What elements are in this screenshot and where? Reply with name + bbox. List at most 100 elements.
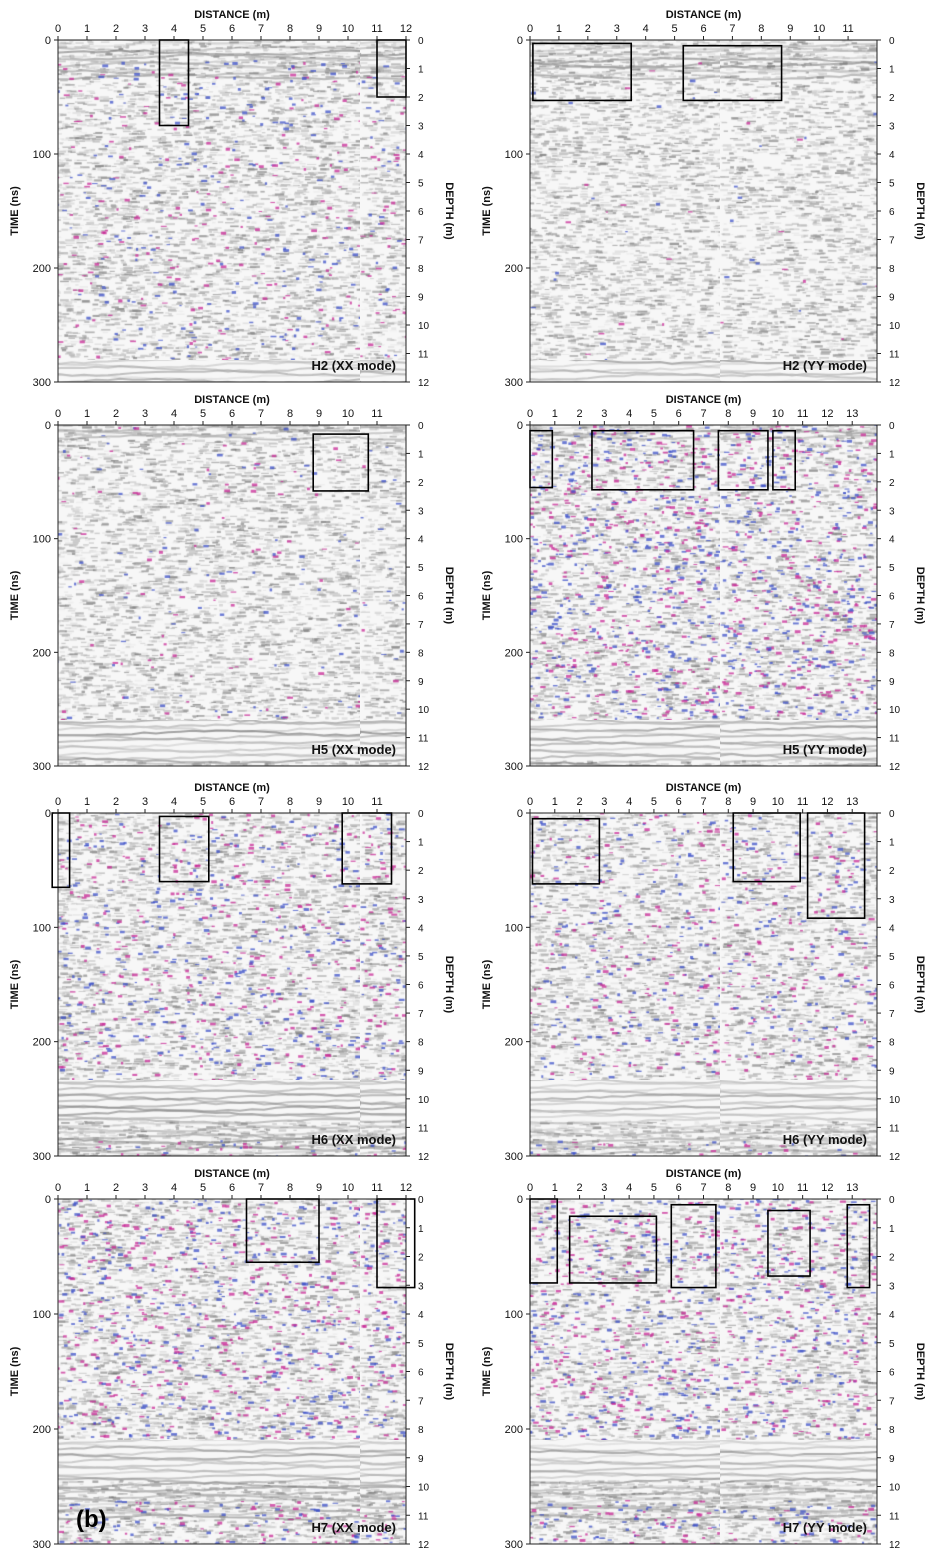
- x-tick-label: 4: [626, 408, 632, 420]
- y-tick-label: 100: [505, 149, 523, 161]
- depth-tick-label: 2: [418, 1253, 424, 1264]
- y-axis-label: TIME (ns): [9, 959, 21, 1009]
- radargram-image: [530, 813, 877, 1156]
- depth-tick-label: 6: [418, 207, 424, 218]
- x-tick-label: 5: [200, 408, 206, 420]
- depth-tick-label: 8: [418, 264, 424, 275]
- depth-tick-label: 6: [889, 207, 895, 218]
- depth-tick-label: 1: [418, 1224, 424, 1235]
- depth-tick-label: 0: [418, 809, 424, 820]
- depth-tick-label: 8: [418, 648, 424, 659]
- anomaly-box: [591, 429, 695, 491]
- x-tick-label: 13: [846, 796, 858, 808]
- x-tick-label: 10: [772, 408, 784, 420]
- x-tick-label: 3: [142, 408, 148, 420]
- y-tick-label: 300: [33, 1539, 51, 1548]
- anomaly-box: [568, 1215, 658, 1284]
- depth-tick-label: 12: [889, 378, 901, 389]
- depth-tick-label: 8: [418, 1425, 424, 1436]
- x-tick-label: 7: [258, 23, 264, 35]
- x-tick-label: 0: [527, 1182, 533, 1194]
- depth-tick-label: 0: [418, 1195, 424, 1206]
- depth-tick-label: 6: [889, 592, 895, 603]
- panel-title: H5 (XX mode): [311, 742, 396, 757]
- y-tick-label: 0: [517, 808, 523, 820]
- y-tick-label: 300: [505, 1539, 523, 1548]
- y-tick-label: 200: [505, 1424, 523, 1436]
- x-tick-label: 2: [577, 796, 583, 808]
- anomaly-box: [158, 815, 210, 883]
- anomaly-box: [51, 812, 71, 889]
- y-axis-label: TIME (ns): [481, 186, 493, 236]
- depth-tick-label: 6: [889, 1368, 895, 1379]
- x-tick-label: 1: [84, 408, 90, 420]
- x-tick-label: 7: [258, 796, 264, 808]
- panel-title: H2 (XX mode): [311, 358, 396, 373]
- x-tick-label: 11: [371, 1182, 382, 1194]
- depth-tick-label: 5: [418, 952, 424, 963]
- x-tick-label: 8: [725, 796, 731, 808]
- x-tick-label: 9: [316, 408, 322, 420]
- x-tick-label: 3: [601, 408, 607, 420]
- depth-tick-label: 9: [418, 1454, 424, 1465]
- depth-tick-label: 6: [418, 592, 424, 603]
- x-tick-label: 11: [797, 1182, 808, 1194]
- x-tick-label: 6: [676, 1182, 682, 1194]
- depth-tick-label: 1: [889, 449, 895, 460]
- y-tick-label: 300: [33, 1151, 51, 1163]
- depth-tick-label: 7: [418, 1009, 424, 1020]
- depth-tick-label: 12: [418, 378, 430, 389]
- depth-tick-label: 6: [418, 981, 424, 992]
- depth-tick-label: 3: [889, 895, 895, 906]
- y-tick-label: 0: [45, 808, 51, 820]
- depth-axis-label: DEPTH (m): [914, 182, 926, 240]
- depth-tick-label: 2: [418, 866, 424, 877]
- depth-tick-label: 7: [889, 236, 895, 247]
- x-tick-label: 5: [200, 796, 206, 808]
- depth-tick-label: 1: [889, 838, 895, 849]
- depth-tick-label: 9: [418, 1066, 424, 1077]
- x-tick-label: 5: [200, 23, 206, 35]
- y-tick-label: 0: [517, 35, 523, 47]
- anomaly-box: [531, 817, 601, 885]
- anomaly-box: [532, 42, 633, 102]
- depth-tick-label: 12: [418, 1540, 430, 1548]
- depth-axis-label: DEPTH (m): [914, 956, 926, 1014]
- depth-tick-label: 2: [418, 93, 424, 104]
- x-axis-label: DISTANCE (m): [666, 394, 742, 406]
- depth-tick-label: 1: [889, 65, 895, 76]
- radargram-image: [530, 40, 877, 382]
- anomaly-box: [772, 429, 797, 491]
- x-tick-label: 2: [577, 408, 583, 420]
- depth-tick-label: 5: [889, 952, 895, 963]
- y-tick-label: 100: [33, 1309, 51, 1321]
- x-tick-label: 3: [614, 23, 620, 35]
- depth-tick-label: 7: [418, 1396, 424, 1407]
- depth-tick-label: 0: [889, 809, 895, 820]
- x-tick-label: 8: [287, 1182, 293, 1194]
- x-tick-label: 4: [171, 1182, 177, 1194]
- x-tick-label: 13: [846, 408, 858, 420]
- x-tick-label: 5: [672, 23, 678, 35]
- x-axis-label: DISTANCE (m): [194, 1168, 270, 1180]
- x-tick-label: 4: [643, 23, 649, 35]
- depth-tick-label: 9: [889, 293, 895, 304]
- depth-tick-label: 1: [889, 1224, 895, 1235]
- y-tick-label: 200: [505, 1037, 523, 1049]
- depth-tick-label: 11: [889, 1511, 900, 1522]
- depth-tick-label: 9: [418, 293, 424, 304]
- depth-tick-label: 12: [889, 1540, 901, 1548]
- x-tick-label: 6: [229, 1182, 235, 1194]
- depth-axis-label: DEPTH (m): [443, 182, 455, 240]
- panel-title: H7 (YY mode): [783, 1520, 867, 1535]
- x-tick-label: 0: [527, 23, 533, 35]
- x-axis-label: DISTANCE (m): [666, 782, 742, 794]
- x-tick-label: 0: [55, 408, 61, 420]
- anomaly-box: [846, 1203, 871, 1289]
- depth-tick-label: 4: [418, 150, 424, 161]
- depth-tick-label: 6: [889, 981, 895, 992]
- x-tick-label: 7: [700, 1182, 706, 1194]
- y-tick-label: 100: [505, 922, 523, 934]
